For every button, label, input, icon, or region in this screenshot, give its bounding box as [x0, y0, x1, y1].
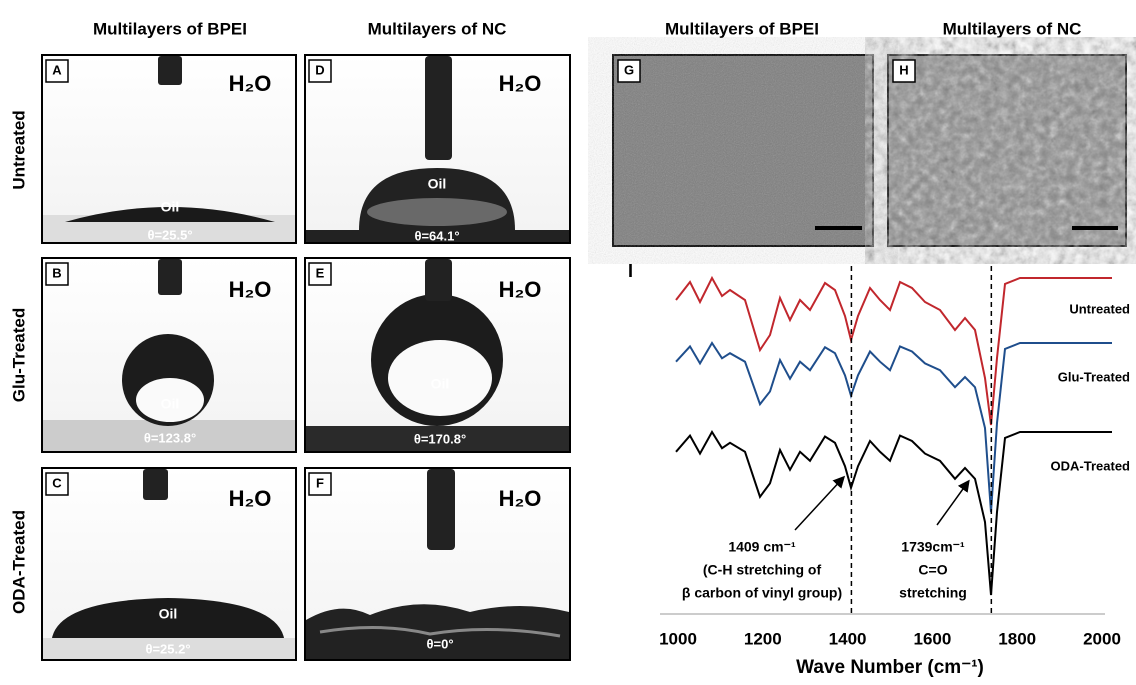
medium-label: H₂O: [499, 486, 542, 511]
panel-a: [41, 54, 297, 244]
contact-angle: θ=123.8°: [144, 430, 196, 445]
contact-angle: θ=170.8°: [414, 431, 466, 446]
drop-label: Oil: [161, 396, 180, 412]
letter-box: [308, 472, 332, 496]
spectrum-trace: [675, 430, 1112, 596]
contact-angle: θ=25.5°: [147, 227, 192, 242]
annotation-text: β carbon of vinyl group): [682, 585, 842, 601]
column-header: Multilayers of BPEI: [665, 19, 819, 38]
column-header: Multilayers of NC: [368, 19, 507, 38]
drop-label: Oil: [428, 176, 447, 192]
annotation-text: 1739cm⁻¹: [901, 539, 965, 555]
contact-angle: θ=0°: [426, 636, 453, 651]
row-label: ODA-Treated: [9, 510, 28, 614]
series-label: Untreated: [1069, 301, 1130, 316]
x-axis-title: Wave Number (cm⁻¹): [796, 657, 984, 678]
panel-b: [41, 257, 297, 453]
panel-c: [41, 467, 297, 661]
annotation-arrow: [794, 475, 846, 531]
medium-label: H₂O: [229, 277, 272, 302]
annotation-text: (C-H stretching of: [703, 562, 822, 578]
panel-letter: I: [628, 261, 633, 281]
x-tick-label: 2000: [1083, 629, 1121, 648]
spectrum-plot: I 1000 1200 1400 1600 1800 2000 Wave Number (cm…: [628, 261, 1130, 678]
panel-g: [612, 54, 874, 247]
letter-box: [617, 59, 641, 83]
x-tick-label: 1000: [659, 629, 697, 648]
drop-label: Oil: [431, 376, 450, 392]
panel-letter: C: [52, 475, 62, 490]
row-label: Untreated: [9, 110, 28, 189]
letter-box: [892, 59, 916, 83]
medium-label: H₂O: [499, 277, 542, 302]
column-headers: Multilayers of BPEI Multilayers of NC Mu…: [93, 19, 1081, 38]
column-header: Multilayers of NC: [943, 19, 1082, 38]
drop-label: Oil: [159, 606, 178, 622]
spectrum-trace: [675, 275, 1112, 426]
letter-box: [45, 59, 69, 83]
x-tick-label: 1400: [829, 629, 867, 648]
row-label: Glu-Treated: [9, 308, 28, 402]
annotation-text: stretching: [899, 585, 967, 601]
series-label: Glu-Treated: [1058, 369, 1130, 384]
panel-letter: G: [624, 62, 634, 77]
panel-letter: H: [899, 62, 908, 77]
panel-h: [887, 54, 1127, 247]
letter-box: [308, 262, 332, 286]
panel-d: [304, 54, 571, 244]
letter-box: [45, 472, 69, 496]
series-label: ODA-Treated: [1051, 458, 1131, 473]
x-tick-label: 1800: [998, 629, 1036, 648]
medium-label: H₂O: [229, 71, 272, 96]
panel-letter: F: [316, 475, 324, 490]
panel-f: [304, 467, 571, 661]
panel-letter: D: [315, 62, 324, 77]
medium-label: H₂O: [229, 486, 272, 511]
panel-letter: A: [52, 62, 62, 77]
drop-label: Oil: [161, 199, 180, 215]
x-tick-label: 1200: [744, 629, 782, 648]
spectrum-trace: [675, 341, 1112, 513]
letter-box: [45, 262, 69, 286]
contact-angle: θ=25.2°: [145, 641, 190, 656]
annotation-text: C=O: [918, 562, 947, 578]
letter-box: [308, 59, 332, 83]
panel-letter: B: [52, 265, 61, 280]
contact-angle: θ=64.1°: [414, 228, 459, 243]
panel-letter: E: [316, 265, 325, 280]
panel-e: [304, 257, 571, 453]
column-header: Multilayers of BPEI: [93, 19, 247, 38]
annotation-text: 1409 cm⁻¹: [728, 539, 796, 555]
medium-label: H₂O: [499, 71, 542, 96]
x-tick-label: 1600: [913, 629, 951, 648]
annotation-arrow: [936, 479, 970, 526]
